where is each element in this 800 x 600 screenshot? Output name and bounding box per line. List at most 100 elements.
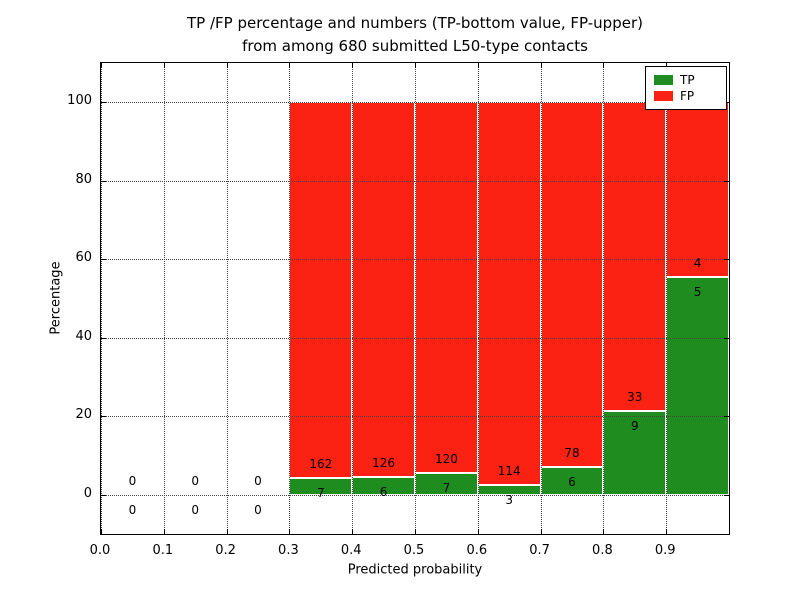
- bar-tp-segment: [540, 466, 604, 495]
- x-gridline: [226, 63, 228, 534]
- x-tick-mark-top: [603, 63, 605, 68]
- fp-count-label: 162: [309, 457, 333, 472]
- x-tick-mark-top: [226, 63, 228, 68]
- x-gridline: [289, 63, 291, 534]
- x-tick-label: 0.6: [466, 543, 488, 558]
- x-tick-mark-bottom: [477, 529, 479, 534]
- x-tick-mark-top: [352, 63, 354, 68]
- chart-title-line1: TP /FP percentage and numbers (TP-bottom…: [187, 14, 643, 32]
- x-tick-label: 0.3: [278, 543, 299, 558]
- x-tick-label: 0.5: [403, 543, 425, 558]
- x-gridline: [603, 63, 605, 534]
- x-tick-label: 0.0: [89, 543, 111, 558]
- y-tick-mark-left: [101, 102, 106, 104]
- y-tick-label: 80: [75, 171, 92, 187]
- y-tick-mark-left: [101, 180, 106, 182]
- x-tick-mark-top: [101, 63, 102, 68]
- fp-count-label: 78: [564, 445, 580, 460]
- plot-area: 0 0 0 0 0 0 162 7 126 6 120 7 114 3 78 6 33 9 4 5: [100, 62, 730, 535]
- x-gridline: [101, 63, 102, 534]
- x-tick-mark-top: [666, 63, 668, 68]
- x-tick-mark-bottom: [101, 529, 102, 534]
- y-tick-label: 60: [75, 250, 92, 266]
- y-tick-label: 0: [83, 485, 92, 501]
- x-gridline: [666, 63, 668, 534]
- x-tick-mark-bottom: [352, 529, 354, 534]
- bar-fp-segment: [603, 102, 667, 411]
- bar-fp-segment: [666, 102, 729, 277]
- y-tick-mark-left: [101, 494, 106, 496]
- tp-count-label: 7: [442, 481, 451, 496]
- tp-count-label: 7: [316, 486, 325, 501]
- x-tick-mark-top: [163, 63, 165, 68]
- x-tick-label: 0.9: [654, 543, 676, 558]
- x-tick-label: 0.2: [215, 543, 236, 558]
- y-tick-mark-left: [101, 337, 106, 339]
- x-gridline: [163, 63, 165, 534]
- tp-count-label: 6: [379, 484, 388, 499]
- x-tick-label: 0.8: [592, 543, 613, 558]
- chart-title-line2: from among 680 submitted L50-type contac…: [242, 36, 588, 55]
- fp-count-label: 126: [372, 455, 396, 470]
- fp-count-label: 0: [191, 473, 200, 488]
- x-tick-mark-bottom: [163, 529, 165, 534]
- x-gridline: [415, 63, 416, 534]
- bar-fp-segment: [352, 102, 415, 477]
- tp-count-label: 9: [630, 418, 639, 433]
- bar-fp-segment: [289, 102, 353, 479]
- y-tick-mark-right: [724, 494, 729, 496]
- x-gridline: [477, 63, 479, 534]
- x-gridline: [540, 63, 542, 534]
- y-tick-mark-right: [724, 259, 729, 261]
- x-tick-label: 0.4: [340, 543, 362, 558]
- y-tick-mark-right: [724, 337, 729, 339]
- tp-count-label: 3: [505, 492, 514, 507]
- y-tick-label: 40: [75, 328, 92, 344]
- y-tick-mark-right: [724, 180, 729, 182]
- x-tick-mark-bottom: [540, 529, 542, 534]
- tp-count-label: 0: [254, 502, 262, 517]
- y-tick-label: 100: [67, 93, 92, 109]
- x-tick-mark-bottom: [289, 529, 291, 534]
- x-tick-label: 0.1: [152, 543, 174, 558]
- tp-legend-swatch: [654, 75, 673, 85]
- x-tick-mark-top: [289, 63, 291, 68]
- tp-count-label: 0: [128, 502, 137, 517]
- tp-count-label: 5: [693, 284, 702, 299]
- x-tick-mark-bottom: [603, 529, 605, 534]
- bar-tp-segment: [603, 410, 667, 495]
- legend-item-fp: FP: [654, 88, 718, 104]
- tp-count-label: 0: [191, 502, 200, 517]
- x-tick-mark-top: [415, 63, 416, 68]
- fp-count-label: 114: [497, 463, 521, 478]
- x-tick-mark-top: [477, 63, 479, 68]
- x-tick-mark-bottom: [666, 529, 668, 534]
- bar-fp-segment: [415, 102, 478, 474]
- fp-legend-swatch: [654, 91, 673, 101]
- tp-legend-label: TP: [680, 73, 695, 87]
- x-tick-mark-top: [540, 63, 542, 68]
- bar-fp-segment: [540, 102, 604, 467]
- x-tick-mark-bottom: [415, 529, 416, 534]
- fp-count-label: 4: [693, 255, 702, 270]
- chart-title: TP /FP percentage and numbers (TP-bottom…: [100, 12, 730, 57]
- y-tick-mark-right: [724, 416, 729, 418]
- x-tick-mark-bottom: [226, 529, 228, 534]
- x-gridline: [352, 63, 354, 534]
- bar-fp-segment: [477, 102, 541, 485]
- y-tick-mark-left: [101, 259, 106, 261]
- legend: TP FP: [645, 66, 727, 110]
- bar-tp-segment: [666, 276, 729, 495]
- x-axis-label: Predicted probability: [347, 562, 483, 578]
- tp-count-label: 6: [568, 474, 576, 489]
- y-tick-label: 20: [75, 407, 92, 423]
- fp-count-label: 120: [434, 452, 458, 467]
- fp-count-label: 33: [627, 389, 643, 404]
- fp-count-label: 0: [254, 473, 262, 488]
- y-axis-label: Percentage: [48, 261, 64, 335]
- x-tick-label: 0.7: [529, 543, 550, 558]
- y-tick-mark-left: [101, 416, 106, 418]
- fp-count-label: 0: [128, 473, 137, 488]
- legend-item-tp: TP: [654, 72, 718, 88]
